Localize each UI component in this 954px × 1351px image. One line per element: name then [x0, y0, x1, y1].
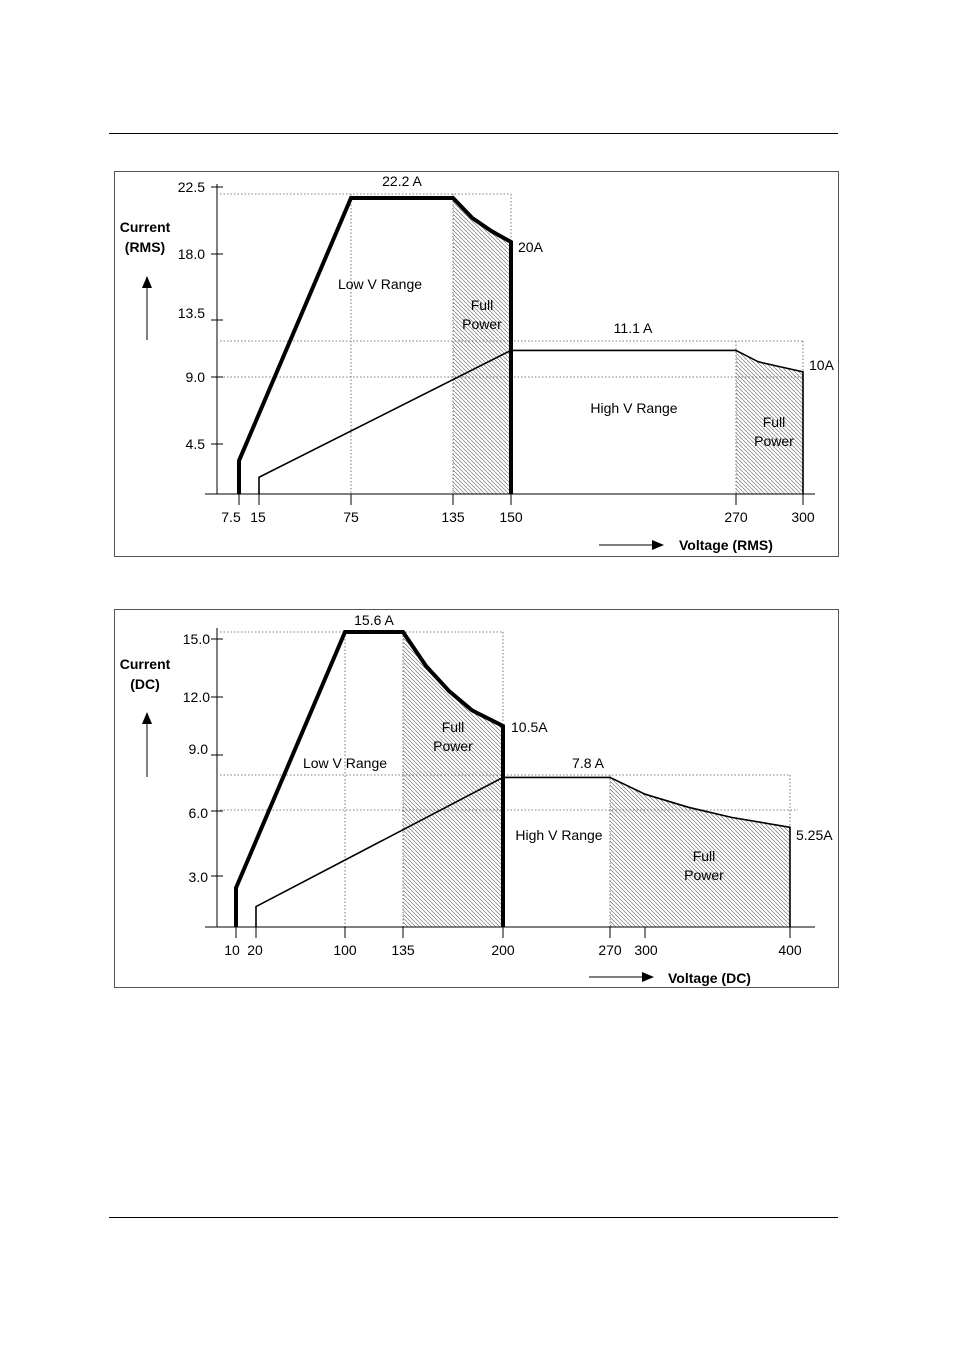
chart-rms-frame: 22.5 18.0 13.5 9.0 4.5 7.5 15 75 135 150…: [114, 171, 839, 557]
series-label-low-v-range: Low V Range: [338, 276, 422, 292]
chart-dc-frame: 15.0 12.0 9.0 6.0 3.0 10 20 100 135 200 …: [114, 609, 839, 988]
x-tick-label: 150: [499, 509, 523, 525]
full-power-region-high: [736, 350, 803, 494]
y-axis-arrow: [142, 712, 152, 777]
series-label-high-v-range: High V Range: [515, 827, 602, 843]
full-power-region-low: [403, 632, 503, 927]
x-tick-label: 270: [724, 509, 748, 525]
full-power-label-line1: Full: [471, 297, 494, 313]
full-power-label-line1: Full: [693, 848, 716, 864]
x-tick-label: 300: [791, 509, 815, 525]
series-line-low-v-range: [237, 196, 513, 494]
x-ticks: [235, 927, 791, 938]
chart-rms-svg: 22.5 18.0 13.5 9.0 4.5 7.5 15 75 135 150…: [120, 173, 835, 553]
x-tick-label: 270: [598, 942, 622, 958]
full-power-label-line2: Power: [462, 316, 502, 332]
y-tick-label: 18.0: [178, 246, 205, 262]
y-axis-label-line1: Current: [120, 219, 171, 235]
series-line-high-v-range: [255, 776, 791, 927]
annotation-high-max-current: 11.1 A: [614, 320, 653, 336]
y-tick-label: 6.0: [189, 805, 209, 821]
series-label-low-v-range: Low V Range: [303, 755, 387, 771]
y-axis-label-line2: (DC): [130, 676, 160, 692]
footer-rule: [109, 1217, 838, 1218]
y-axis-label-line1: Current: [120, 656, 171, 672]
x-tick-label: 400: [778, 942, 802, 958]
x-axis-label: Voltage (DC): [668, 970, 751, 986]
x-tick-label: 135: [391, 942, 415, 958]
header-rule: [109, 133, 838, 134]
x-tick-label: 15: [250, 509, 266, 525]
x-tick-label: 20: [247, 942, 263, 958]
y-ticks: [211, 638, 223, 877]
series-line-high-v-range: [258, 349, 804, 494]
x-tick-label: 75: [343, 509, 359, 525]
full-power-label-line1: Full: [763, 414, 786, 430]
x-axis-arrow: [599, 540, 664, 550]
y-tick-label: 15.0: [183, 631, 210, 647]
annotation-high-end-current: 10A: [809, 357, 835, 373]
series-line-low-v-range: [234, 630, 505, 927]
annotation-low-end-current: 10.5A: [511, 719, 548, 735]
y-tick-label: 22.5: [178, 179, 205, 195]
full-power-label-line1: Full: [442, 719, 465, 735]
full-power-region-high: [610, 777, 790, 927]
y-tick-label: 9.0: [189, 741, 209, 757]
full-power-label-line2: Power: [433, 738, 473, 754]
chart-dc-svg: 15.0 12.0 9.0 6.0 3.0 10 20 100 135 200 …: [120, 612, 834, 986]
full-power-label-line2: Power: [754, 433, 794, 449]
y-ticks: [211, 186, 223, 445]
full-power-region-low: [453, 198, 511, 494]
y-axis-arrow: [142, 276, 152, 340]
x-axis-arrow: [589, 972, 654, 982]
y-tick-label: 12.0: [183, 689, 210, 705]
x-tick-label: 300: [634, 942, 658, 958]
series-label-high-v-range: High V Range: [590, 400, 677, 416]
full-power-label-line2: Power: [684, 867, 724, 883]
annotation-high-max-current: 7.8 A: [572, 755, 605, 771]
annotation-low-end-current: 20A: [518, 239, 544, 255]
annotation-low-max-current: 22.2 A: [382, 173, 422, 189]
y-tick-label: 13.5: [178, 305, 205, 321]
x-tick-label: 100: [333, 942, 357, 958]
x-axis-label: Voltage (RMS): [679, 537, 773, 553]
y-tick-label: 4.5: [186, 436, 206, 452]
x-tick-label: 135: [441, 509, 465, 525]
annotation-low-max-current: 15.6 A: [354, 612, 394, 628]
y-tick-label: 9.0: [186, 369, 206, 385]
y-tick-label: 3.0: [189, 869, 209, 885]
x-ticks: [238, 494, 804, 505]
x-tick-label: 10: [224, 942, 240, 958]
annotation-high-end-current: 5.25A: [796, 827, 833, 843]
y-axis-label-line2: (RMS): [125, 239, 165, 255]
x-tick-label: 7.5: [221, 509, 241, 525]
x-tick-label: 200: [491, 942, 515, 958]
